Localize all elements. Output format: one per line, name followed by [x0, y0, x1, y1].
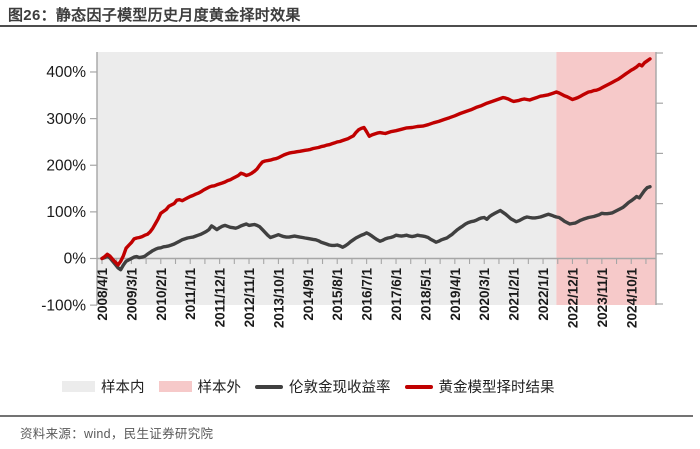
x-axis-label: 2023/11/1 [595, 268, 610, 328]
chart-legend: 样本内 样本外 伦敦金现收益率 黄金模型择时结果 [62, 376, 569, 397]
legend-label: 伦敦金现收益率 [289, 380, 391, 396]
figure-title: 图26：静态因子模型历史月度黄金择时效果 [8, 7, 301, 24]
legend-item-gold-model: 黄金模型择时结果 [404, 376, 555, 397]
legend-label: 黄金模型择时结果 [438, 380, 555, 396]
x-axis-label: 2015/8/1 [330, 268, 345, 321]
in-sample-swatch [62, 381, 95, 392]
out-of-sample-swatch [158, 381, 192, 392]
x-axis-label: 2020/3/1 [477, 268, 492, 321]
x-axis-label: 2018/5/1 [418, 268, 433, 321]
in-sample-region [97, 52, 557, 305]
x-axis-label: 2014/9/1 [301, 268, 316, 321]
x-axis-label: 2008/4/1 [95, 268, 110, 321]
series-london-gold-line [100, 184, 652, 272]
x-axis-label: 2013/10/1 [271, 268, 286, 329]
legend-label: 样本内 [101, 380, 145, 396]
y-axis-label: 300% [46, 111, 86, 128]
gold-timing-chart: 400% 300% 200% 100% 0% -100% 2008/4/1 2009/3/1 2… [41, 52, 663, 329]
x-axis-label: 2010/2/1 [154, 268, 169, 321]
x-axis-label: 2011/12/1 [213, 268, 228, 328]
y-axis-label: 100% [46, 204, 86, 221]
london-gold-line-swatch [255, 384, 283, 389]
x-axis-label: 2024/10/1 [624, 268, 639, 329]
legend-item-london-gold: 伦敦金现收益率 [255, 376, 391, 397]
y-axis-label: 0% [64, 251, 87, 268]
x-axis-label: 2012/11/1 [242, 268, 257, 328]
x-axis-label: 2017/6/1 [389, 268, 404, 321]
legend-item-out-of-sample: 样本外 [158, 376, 242, 397]
gold-model-line-swatch [404, 384, 433, 389]
legend-item-in-sample: 样本内 [62, 376, 145, 397]
y-axis-label: 200% [46, 157, 86, 174]
title-divider [0, 25, 697, 28]
y-axis-label: 400% [46, 64, 86, 81]
x-axis-label: 2016/7/1 [360, 268, 375, 321]
x-axis-label: 2022/1/1 [536, 268, 551, 321]
series-gold-model-line [100, 57, 652, 267]
footer-divider [0, 415, 693, 417]
x-axis-label: 2022/12/1 [565, 268, 580, 329]
x-axis-label: 2011/1/1 [183, 268, 198, 320]
y-axis-label: -100% [41, 297, 86, 314]
source-note: 资料来源：wind，民生证券研究院 [20, 427, 214, 441]
legend-label: 样本外 [197, 380, 242, 396]
x-axis-label: 2021/2/1 [507, 268, 522, 321]
x-axis-label: 2019/4/1 [448, 268, 463, 321]
out-of-sample-region [556, 52, 656, 305]
x-axis-label: 2009/3/1 [124, 268, 139, 321]
